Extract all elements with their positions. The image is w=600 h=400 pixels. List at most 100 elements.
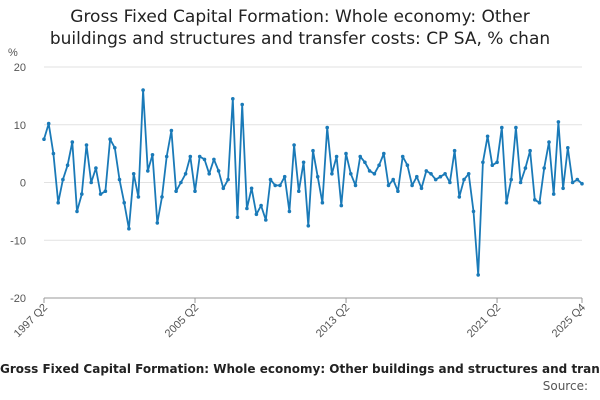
y-axis-unit-label: % [8,47,18,59]
data-point-19 [131,172,136,176]
chart-title: Gross Fixed Capital Formation: Whole eco… [0,6,600,50]
data-point-2 [51,151,56,156]
data-point-48 [268,177,273,182]
data-point-69 [367,169,372,173]
data-point-10 [89,180,93,185]
data-point-103 [528,148,532,153]
data-point-1 [46,121,51,126]
data-point-33 [197,154,202,159]
data-point-56 [306,224,311,228]
series-group [42,88,584,277]
data-point-13 [103,189,108,193]
data-point-14 [108,137,112,141]
data-point-44 [249,186,254,191]
data-point-109 [556,120,561,124]
data-point-12 [98,192,103,196]
data-point-6 [70,140,75,144]
y-tick-label-3: -10 [10,235,26,247]
data-point-113 [575,177,580,182]
data-point-7 [75,209,79,214]
data-point-71 [377,163,381,167]
data-point-101 [518,180,523,185]
data-point-35 [207,172,211,176]
data-point-86 [448,180,452,185]
data-point-98 [504,200,509,205]
data-point-22 [146,169,150,173]
data-point-112 [570,180,575,185]
data-point-52 [287,209,292,214]
data-point-20 [136,195,141,199]
data-point-60 [325,125,330,130]
y-tick-label-4: -20 [10,293,26,305]
data-point-43 [245,206,249,211]
x-tick-label-4: 2025 Q4 [550,302,588,340]
data-point-95 [490,163,495,167]
data-point-57 [311,148,315,153]
data-point-88 [457,195,462,199]
data-point-61 [330,172,334,176]
data-point-45 [254,212,259,217]
x-axis: 1997 Q2 2005 Q2 2013 Q2 2021 Q2 2025 Q4 [12,298,588,340]
data-point-82 [429,172,433,176]
data-point-81 [424,169,429,173]
data-point-99 [509,177,513,182]
data-point-65 [349,172,353,176]
data-point-79 [415,174,419,179]
data-point-58 [315,174,320,179]
data-point-105 [537,200,542,205]
data-point-67 [358,154,363,159]
data-point-80 [419,186,424,191]
data-point-74 [391,177,396,182]
data-point-75 [396,189,400,193]
data-point-97 [500,125,504,130]
data-point-64 [344,151,348,156]
data-point-78 [410,183,414,188]
data-point-110 [561,186,565,191]
source-label: Source: [542,379,588,393]
data-point-102 [523,166,528,170]
y-axis-ticks: 20 10 0 -10 -20 [10,62,26,305]
data-point-66 [353,183,358,188]
data-point-55 [301,160,306,165]
data-point-18 [127,226,131,231]
data-point-3 [56,200,60,205]
data-point-87 [452,148,457,153]
data-point-114 [580,181,584,186]
y-tick-label-0: 20 [14,62,26,74]
data-point-25 [160,195,164,199]
data-point-50 [278,183,282,188]
data-point-41 [235,215,240,219]
data-point-30 [183,172,188,176]
data-point-91 [471,209,476,214]
data-point-32 [193,189,197,193]
data-point-54 [297,189,301,193]
data-point-108 [551,192,556,196]
data-point-29 [179,180,183,185]
data-point-70 [372,172,377,176]
data-point-89 [462,177,466,182]
data-point-8 [80,192,84,196]
x-tick-label-3: 2021 Q2 [465,302,503,340]
data-point-83 [433,177,438,182]
data-point-16 [117,177,122,182]
data-point-51 [282,174,287,179]
data-point-73 [386,183,391,188]
data-point-53 [292,143,296,147]
data-point-106 [542,166,546,170]
data-point-68 [363,160,367,165]
data-point-63 [339,203,344,208]
data-point-84 [438,174,443,179]
data-point-85 [443,172,447,176]
chart-title-line-1: Gross Fixed Capital Formation: Whole eco… [70,7,530,27]
data-point-21 [141,88,145,92]
data-point-27 [169,128,174,133]
data-point-62 [334,154,339,159]
data-point-0 [42,137,46,141]
data-point-72 [382,151,386,156]
data-point-36 [212,157,216,162]
gridlines [44,66,582,299]
data-point-40 [231,97,235,101]
data-point-26 [164,154,169,159]
data-point-100 [514,125,518,130]
